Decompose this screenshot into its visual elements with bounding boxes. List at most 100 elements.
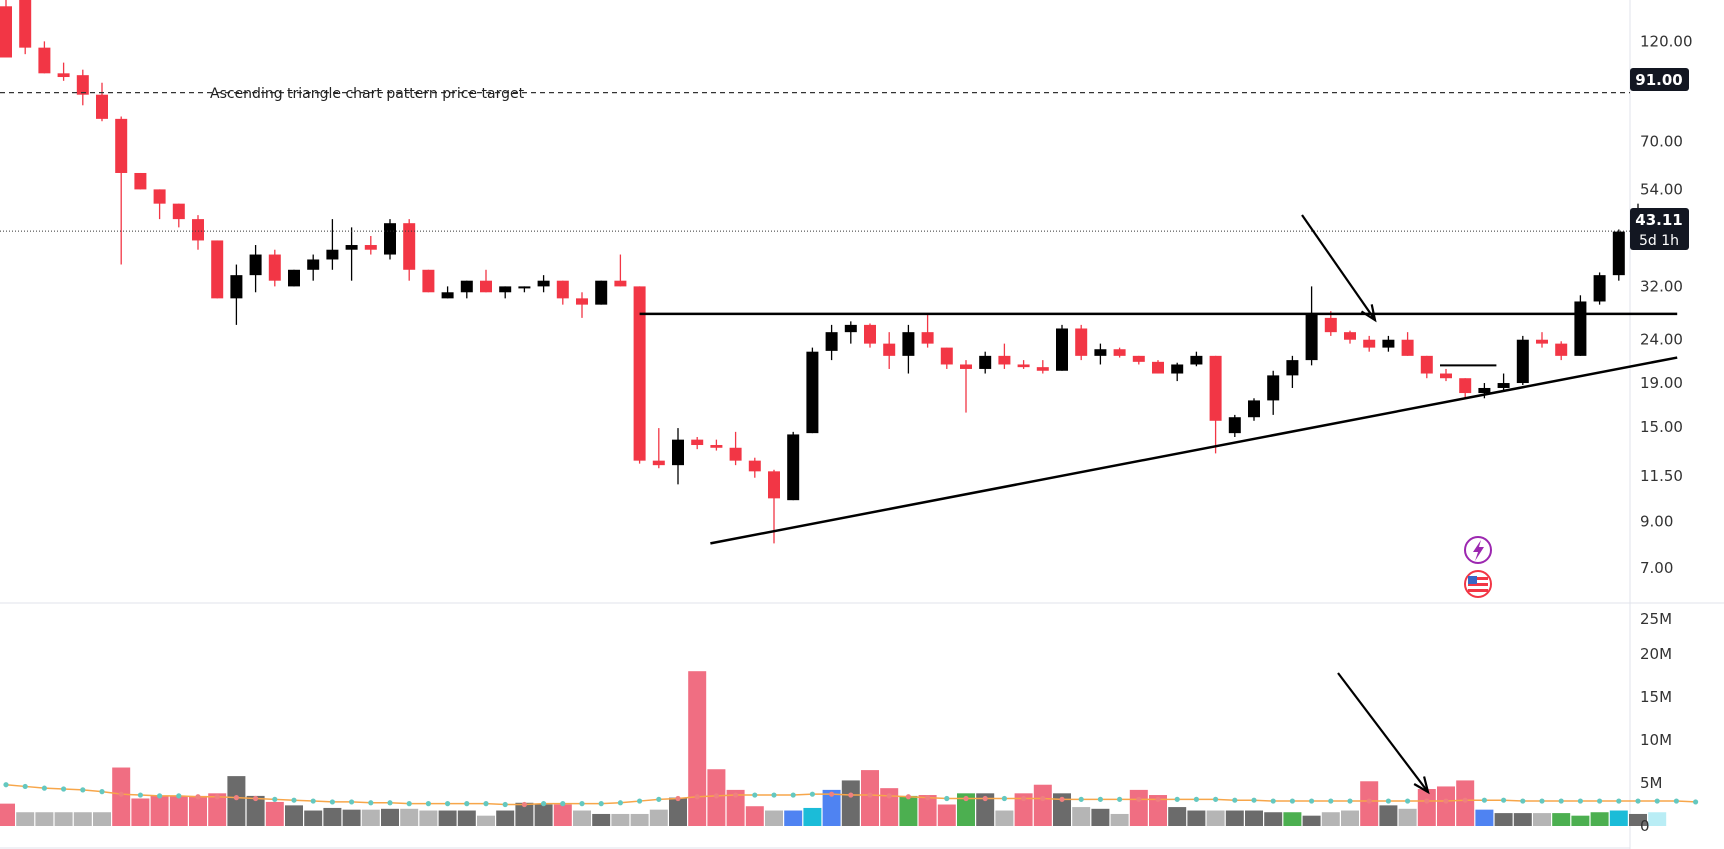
volume-bar[interactable] xyxy=(246,795,265,826)
breakout-arrow[interactable] xyxy=(1301,214,1377,323)
volume-bar[interactable] xyxy=(1456,780,1475,826)
volume-bar[interactable] xyxy=(1341,810,1359,826)
volume-bar[interactable] xyxy=(1590,812,1609,826)
candle[interactable] xyxy=(595,280,608,305)
candle[interactable] xyxy=(192,215,204,250)
volume-bar[interactable] xyxy=(73,812,92,826)
price-pane[interactable] xyxy=(0,0,1664,544)
volume-bar[interactable] xyxy=(419,810,438,826)
volume-bar[interactable] xyxy=(534,804,553,827)
volume-bar[interactable] xyxy=(1168,807,1187,826)
candle[interactable] xyxy=(403,219,416,281)
candle[interactable] xyxy=(940,347,953,369)
candle[interactable] xyxy=(76,69,89,106)
candle[interactable] xyxy=(1363,335,1376,352)
candle[interactable] xyxy=(921,314,934,348)
volume-bar[interactable] xyxy=(361,809,380,826)
candle[interactable] xyxy=(57,62,70,81)
candle[interactable] xyxy=(1228,414,1241,438)
volume-bar[interactable] xyxy=(342,809,361,826)
volume-bar[interactable] xyxy=(131,798,150,826)
volume-bar[interactable] xyxy=(265,801,284,826)
volume-bar[interactable] xyxy=(0,803,15,826)
candle[interactable] xyxy=(0,0,12,58)
volume-bar[interactable] xyxy=(995,810,1014,826)
volume-bar[interactable] xyxy=(1129,789,1148,826)
volume-bar[interactable] xyxy=(1475,809,1494,826)
us-flag-icon[interactable] xyxy=(1464,570,1492,598)
candle[interactable] xyxy=(806,347,819,434)
candle[interactable] xyxy=(1152,360,1164,374)
volume-bar[interactable] xyxy=(400,808,419,826)
candle[interactable] xyxy=(576,292,588,318)
candle[interactable] xyxy=(1094,343,1107,365)
candle[interactable] xyxy=(883,332,896,369)
candle[interactable] xyxy=(19,0,32,55)
candle[interactable] xyxy=(1267,370,1280,415)
volume-bar[interactable] xyxy=(189,795,207,826)
volume-bar[interactable] xyxy=(1437,786,1455,826)
candle[interactable] xyxy=(633,286,646,464)
candle[interactable] xyxy=(1248,398,1260,421)
candle[interactable] xyxy=(614,254,627,287)
candle[interactable] xyxy=(787,431,800,501)
candle[interactable] xyxy=(1017,360,1030,369)
volume-bar[interactable] xyxy=(688,671,707,826)
volume-bar[interactable] xyxy=(1648,812,1667,826)
volume-bar[interactable] xyxy=(477,815,495,826)
candle[interactable] xyxy=(537,275,550,293)
volume-bar[interactable] xyxy=(208,793,227,826)
candle[interactable] xyxy=(1401,332,1414,356)
candle[interactable] xyxy=(307,254,320,281)
candle[interactable] xyxy=(1171,362,1184,382)
volume-bar[interactable] xyxy=(1264,812,1283,826)
volume-bar[interactable] xyxy=(937,804,956,827)
volume-bar[interactable] xyxy=(822,789,841,826)
lightning-icon[interactable] xyxy=(1464,536,1492,564)
support-trendline[interactable] xyxy=(710,356,1678,545)
volume-bar[interactable] xyxy=(1091,808,1110,826)
volume-bar[interactable] xyxy=(899,795,918,826)
candle[interactable] xyxy=(1516,335,1529,385)
candle[interactable] xyxy=(1574,295,1587,356)
candle[interactable] xyxy=(998,343,1011,369)
volume-bar[interactable] xyxy=(285,805,303,826)
candle[interactable] xyxy=(230,264,243,325)
candle[interactable] xyxy=(748,457,761,478)
candle[interactable] xyxy=(326,219,339,270)
candle[interactable] xyxy=(499,286,512,299)
volume-bar[interactable] xyxy=(515,802,534,826)
volume-bar[interactable] xyxy=(1533,813,1551,826)
candle[interactable] xyxy=(288,269,300,287)
candle[interactable] xyxy=(115,116,128,265)
volume-bar[interactable] xyxy=(611,813,630,826)
volume-pane[interactable] xyxy=(0,671,1699,827)
volume-bar[interactable] xyxy=(745,806,764,826)
candle[interactable] xyxy=(1536,332,1548,348)
candle[interactable] xyxy=(1459,378,1472,399)
candle[interactable] xyxy=(153,189,166,220)
candle[interactable] xyxy=(480,269,492,293)
candle[interactable] xyxy=(1036,360,1049,374)
volume-axis[interactable]: 25M 20M 15M 10M 5M 0 xyxy=(1640,610,1672,835)
volume-bar[interactable] xyxy=(1571,815,1590,826)
volume-bar[interactable] xyxy=(1513,813,1532,826)
candle[interactable] xyxy=(518,286,531,293)
trendline-drawings[interactable] xyxy=(0,92,1678,795)
candle[interactable] xyxy=(1075,324,1088,361)
volume-bar[interactable] xyxy=(438,810,457,826)
volume-bar[interactable] xyxy=(861,770,879,826)
candle[interactable] xyxy=(1286,355,1299,388)
volume-bar[interactable] xyxy=(1149,795,1167,826)
volume-bar[interactable] xyxy=(553,804,572,827)
volume-bar[interactable] xyxy=(227,776,246,826)
volume-bar[interactable] xyxy=(457,810,476,826)
candle[interactable] xyxy=(249,245,262,293)
candle[interactable] xyxy=(460,280,473,299)
volume-bar[interactable] xyxy=(1609,810,1628,826)
volume-bar[interactable] xyxy=(1072,807,1091,826)
candle[interactable] xyxy=(38,41,51,74)
volume-bar[interactable] xyxy=(35,812,54,826)
candle[interactable] xyxy=(1305,286,1318,366)
candle[interactable] xyxy=(1420,355,1433,379)
